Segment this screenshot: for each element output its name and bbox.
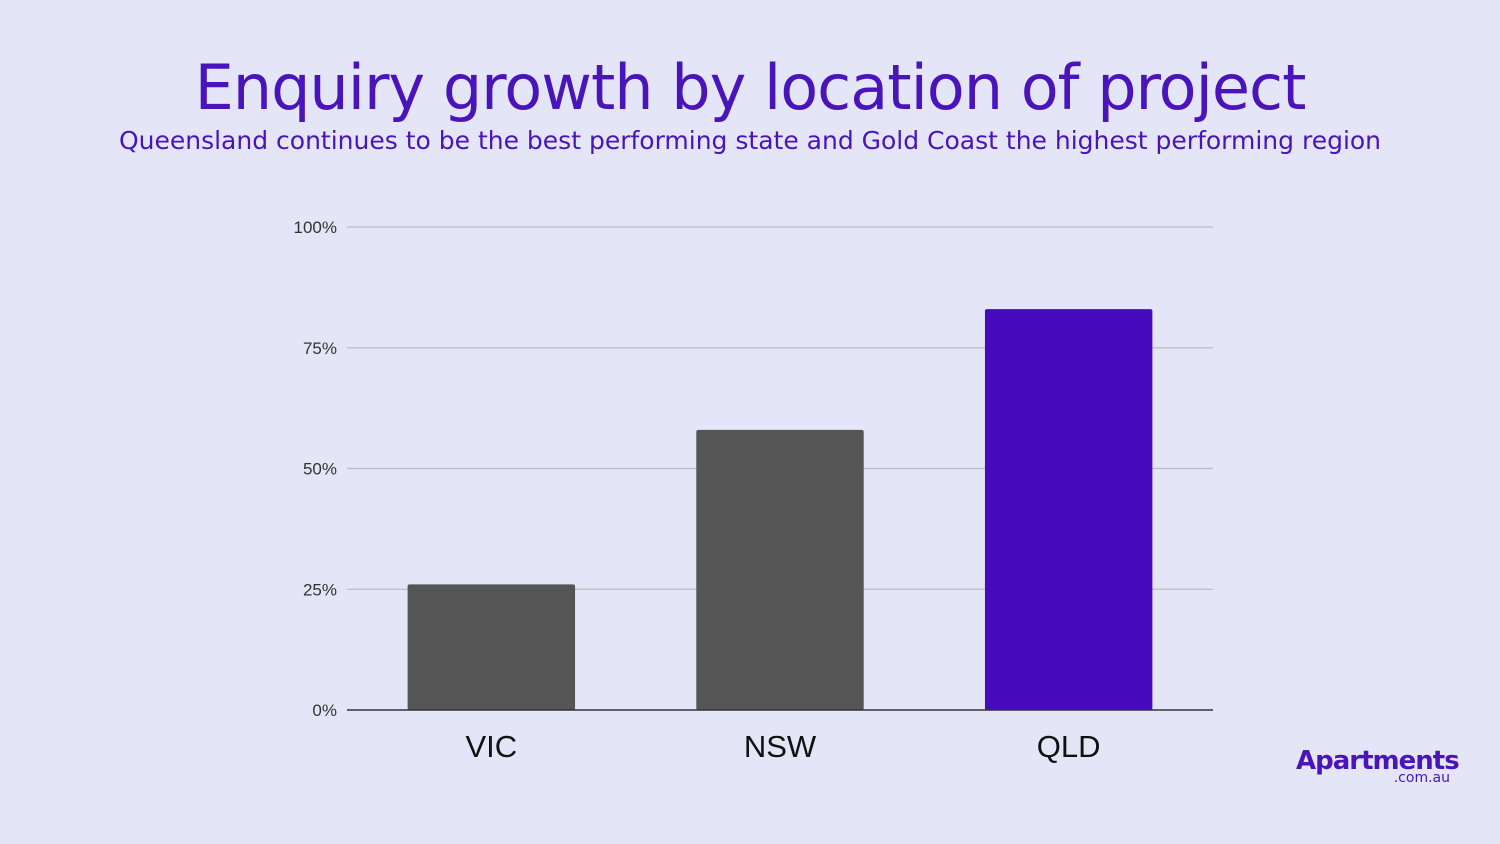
y-tick-label: 25% (303, 580, 337, 599)
y-tick-label: 75% (303, 339, 337, 358)
x-tick-label: QLD (1037, 729, 1101, 764)
bar-nsw (696, 429, 864, 710)
y-tick-label: 50% (303, 460, 337, 479)
bar-qld (984, 309, 1153, 710)
y-tick-label: 100% (294, 218, 337, 237)
y-tick-label: 0% (312, 701, 337, 720)
page-title: Enquiry growth by location of project (194, 51, 1307, 124)
brand-name: Apartments (1296, 746, 1460, 776)
brand-domain: .com.au (1393, 770, 1450, 786)
bar-vic (407, 584, 576, 710)
page-subtitle: Queensland continues to be the best perf… (118, 126, 1382, 155)
brand-logo: Apartments .com.au (1296, 744, 1460, 790)
x-tick-label: VIC (465, 729, 517, 764)
x-tick-label: NSW (744, 729, 817, 764)
